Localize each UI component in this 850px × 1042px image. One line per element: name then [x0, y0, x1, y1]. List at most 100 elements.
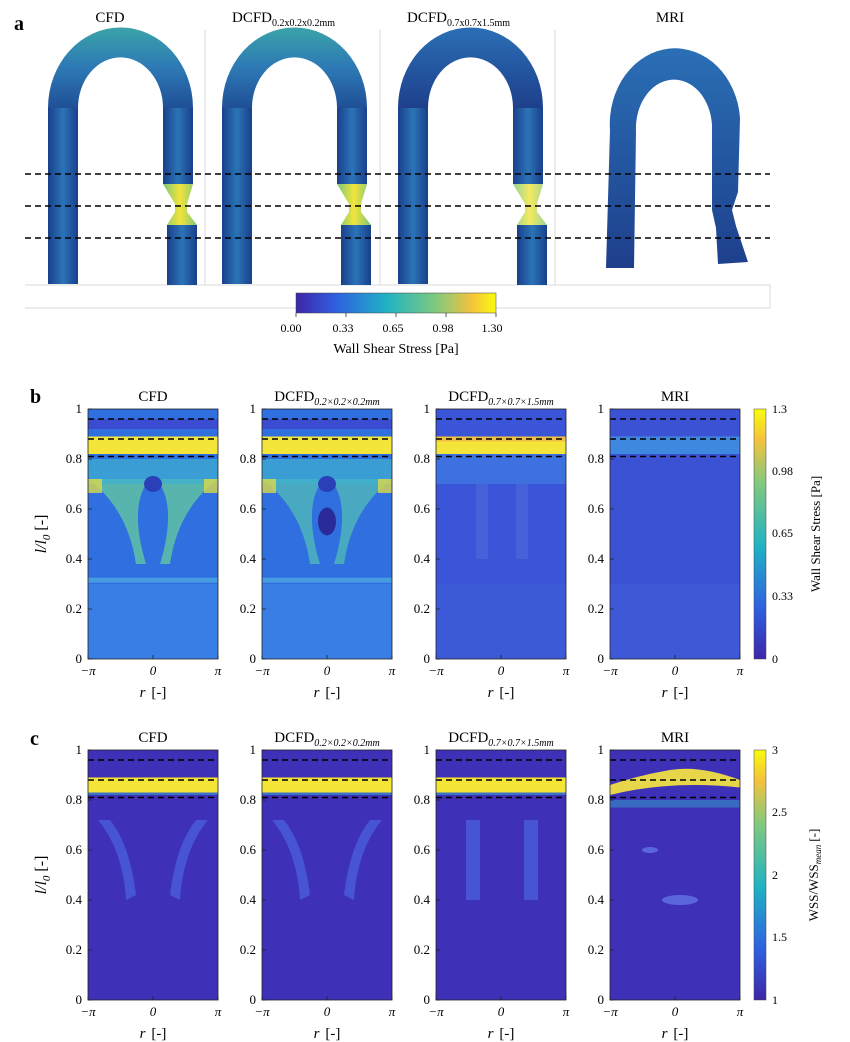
y-tick-label: 0 — [424, 651, 431, 666]
subplot-title: MRI — [661, 389, 689, 405]
colorbar-c-tick: 1 — [772, 993, 778, 1007]
y-tick-label: 0.4 — [588, 892, 605, 907]
x-tick-label: −π — [428, 663, 444, 678]
panel-a-title-2: DCFD0.2x0.2x0.2mm — [232, 10, 335, 29]
y-tick-label: 0.2 — [66, 942, 82, 957]
panel-a-colorbar: 0.00 0.33 0.65 0.98 1.30 Wall Shear Stre… — [281, 292, 503, 357]
panel-c-colorbar: 3 2.5 2 1.5 1 WSS/WSSmean[-] — [753, 743, 823, 1007]
colorbar-b-tick: 0.98 — [772, 464, 793, 478]
panel-c-label: c — [30, 728, 39, 750]
subplot-title: MRI — [661, 730, 689, 746]
y-tick-label: 1 — [598, 742, 605, 757]
y-tick-label: 1 — [250, 742, 257, 757]
y-tick-label: 0 — [250, 992, 257, 1007]
panel-a-title-1: CFD — [95, 10, 124, 26]
x-axis-label: r [-] — [662, 685, 689, 701]
y-tick-label: 1 — [598, 401, 605, 416]
x-axis-label: r [-] — [488, 685, 515, 701]
x-tick-label: π — [215, 663, 222, 678]
panel-a-dashed-lines — [25, 173, 770, 239]
y-tick-label: 0.6 — [66, 842, 83, 857]
y-tick-label: 1 — [76, 401, 83, 416]
x-axis-label: r [-] — [314, 685, 341, 701]
y-tick-label: 0 — [424, 992, 431, 1007]
y-tick-label: 0 — [76, 651, 83, 666]
y-tick-label: 1 — [424, 401, 431, 416]
x-tick-label: −π — [602, 663, 618, 678]
y-tick-label: 0 — [76, 992, 83, 1007]
subplot-title: DCFD0.7×0.7×1.5mm — [448, 389, 553, 408]
colorbar-a-tick: 0.33 — [333, 321, 354, 335]
colorbar-c-label: WSS/WSSmean[-] — [806, 829, 823, 922]
panel-a-title-3: DCFD0.7x0.7x1.5mm — [407, 10, 510, 29]
y-tick-label: 0.4 — [240, 892, 257, 907]
heatmap-field — [610, 750, 740, 1000]
x-tick-label: π — [389, 1004, 396, 1019]
y-tick-label: 1 — [250, 401, 257, 416]
colorbar-a-label: Wall Shear Stress [Pa] — [333, 342, 458, 357]
x-tick-label: π — [563, 1004, 570, 1019]
x-axis-label: r [-] — [662, 1026, 689, 1042]
y-tick-label: 0.8 — [240, 451, 256, 466]
y-tick-label: 0.6 — [240, 842, 257, 857]
panel-b-colorbar: 1.3 0.98 0.65 0.33 0 Wall Shear Stress [… — [753, 402, 823, 666]
x-axis-label: r [-] — [140, 1026, 167, 1042]
colorbar-a-tick: 0.98 — [433, 321, 454, 335]
y-tick-label: 0.2 — [588, 942, 604, 957]
y-tick-label: 0.6 — [414, 501, 431, 516]
x-tick-label: π — [389, 663, 396, 678]
panel-a-title-4: MRI — [656, 10, 684, 26]
y-axis-label: l/l0[-] — [33, 515, 53, 554]
x-tick-label: −π — [254, 663, 270, 678]
colorbar-b-tick: 0 — [772, 652, 778, 666]
y-tick-label: 0.2 — [414, 601, 430, 616]
x-tick-label: −π — [602, 1004, 618, 1019]
subplot-title: CFD — [138, 730, 167, 746]
y-tick-label: 1 — [424, 742, 431, 757]
subplot-title: DCFD0.2×0.2×0.2mm — [274, 730, 379, 749]
x-tick-label: −π — [428, 1004, 444, 1019]
colorbar-c-tick: 1.5 — [772, 930, 787, 944]
y-tick-label: 0.2 — [66, 601, 82, 616]
vessel-model-dcfd-fine — [222, 27, 371, 285]
x-tick-label: 0 — [150, 1004, 157, 1019]
panel-a-label: a — [14, 13, 24, 35]
x-axis-label: r [-] — [488, 1026, 515, 1042]
panel-b-label: b — [30, 386, 41, 408]
y-tick-label: 0.6 — [66, 501, 83, 516]
x-tick-label: 0 — [150, 663, 157, 678]
colorbar-b-label: Wall Shear Stress [Pa] — [808, 476, 823, 592]
colorbar-c-tick: 2.5 — [772, 805, 787, 819]
colorbar-c-tick: 3 — [772, 743, 778, 757]
y-tick-label: 0 — [598, 992, 605, 1007]
colorbar-a-tick: 1.30 — [482, 321, 503, 335]
x-tick-label: −π — [80, 663, 96, 678]
y-tick-label: 0.2 — [240, 942, 256, 957]
y-tick-label: 0.6 — [240, 501, 257, 516]
x-tick-label: π — [737, 1004, 744, 1019]
y-tick-label: 0 — [598, 651, 605, 666]
y-tick-label: 0.4 — [240, 551, 257, 566]
panel-a: a CFD DCFD0.2x0.2x0.2mm DCFD0.7x0.7x1.5m… — [14, 10, 771, 357]
y-tick-label: 0.8 — [240, 792, 256, 807]
colorbar-b-tick: 1.3 — [772, 402, 787, 416]
y-tick-label: 0.2 — [414, 942, 430, 957]
vessel-model-mri — [606, 48, 748, 268]
y-tick-label: 0.8 — [588, 792, 604, 807]
colorbar-a-tick: 0.65 — [383, 321, 404, 335]
y-tick-label: 0 — [250, 651, 257, 666]
x-tick-label: 0 — [324, 663, 331, 678]
y-tick-label: 0.6 — [414, 842, 431, 857]
x-tick-label: 0 — [498, 1004, 505, 1019]
y-tick-label: 0.2 — [588, 601, 604, 616]
y-tick-label: 0.8 — [66, 792, 82, 807]
